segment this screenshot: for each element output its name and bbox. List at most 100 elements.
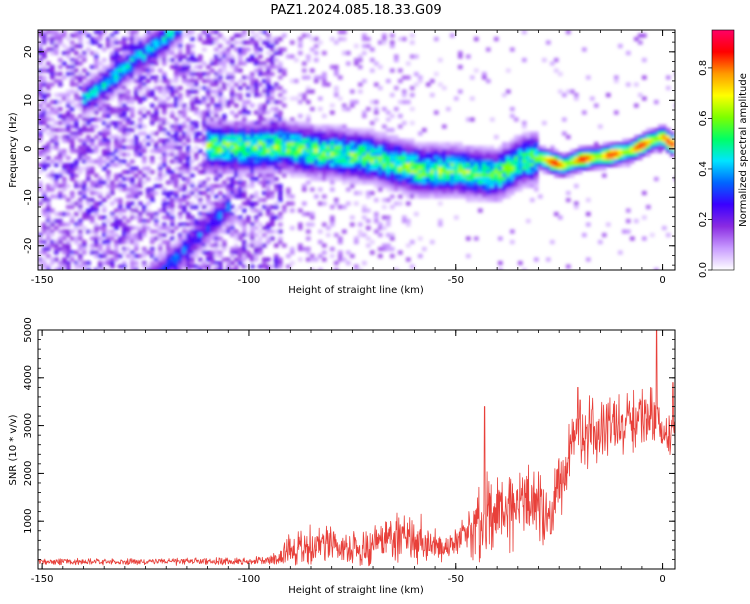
spectrogram-cell (374, 149, 379, 154)
spectrogram-cell (50, 187, 55, 192)
spectrogram-cell (190, 222, 195, 227)
spectrogram-cell (118, 82, 123, 87)
spectrogram-cell (98, 156, 103, 161)
spectrogram-cell (154, 110, 159, 115)
spectrogram-cell (118, 54, 123, 59)
spectrogram-cell (142, 37, 147, 42)
spectrogram-cell (246, 219, 251, 224)
spectrogram-cell (126, 191, 131, 196)
spectrogram-cell (218, 86, 223, 91)
spectrogram-cell (114, 163, 119, 168)
spectrogram-cell (330, 128, 335, 133)
spectrogram-cell (538, 159, 543, 164)
spectrogram-cell (190, 89, 195, 94)
spectrogram-cell (262, 233, 267, 238)
spectrogram-cell (230, 212, 235, 217)
spectrogram-cell (318, 163, 323, 168)
spectrogram-cell (390, 114, 395, 119)
spectrogram-cell (254, 159, 259, 164)
spectrogram-cell (662, 145, 667, 150)
spectrogram-cell (398, 149, 403, 154)
spectrogram-cell (346, 187, 351, 192)
spectrogram-cell (126, 58, 131, 63)
spectrogram-cell (238, 110, 243, 115)
spectrogram-cell (166, 82, 171, 87)
spectrogram-cell (434, 173, 439, 178)
spectrogram-cell (118, 145, 123, 150)
spectrogram-cell (578, 152, 583, 157)
spectrogram-cell (250, 135, 255, 140)
spectrogram-cell (186, 180, 191, 185)
spectrogram-cell (270, 135, 275, 140)
spectrogram-cell (246, 254, 251, 259)
spectrogram-cell (638, 145, 643, 150)
spectrogram-cell (202, 240, 207, 245)
spectrogram-cell (150, 121, 155, 126)
spectrogram-cell (114, 149, 119, 154)
spectrogram-cell (406, 100, 411, 105)
spectrogram-cell (634, 149, 639, 154)
spectrogram-cell (462, 159, 467, 164)
spectrogram-cell (158, 47, 163, 52)
spectrogram-cell (182, 54, 187, 59)
spectrogram-cell (218, 212, 223, 217)
spectrogram-cell (170, 201, 175, 206)
spectrogram-cell (234, 257, 239, 262)
spectrogram-cell (330, 163, 335, 168)
spectrogram-cell (362, 177, 367, 182)
spectrogram-cell (614, 152, 619, 157)
spectrogram-cell (374, 138, 379, 143)
spectrogram-cell (530, 159, 535, 164)
spectrogram-cell (282, 170, 287, 175)
spectrogram-cell (118, 75, 123, 80)
spectrogram-cell (238, 166, 243, 171)
spectrogram-cell (470, 156, 475, 161)
spectrogram-cell (286, 194, 291, 199)
spectrogram-cell (294, 128, 299, 133)
spectrogram-cell (174, 100, 179, 105)
spectrogram-cell (226, 257, 231, 262)
spectrogram-cell (466, 159, 471, 164)
spectrogram-cell (362, 173, 367, 178)
spectrogram-cell (226, 51, 231, 56)
spectrogram-cell (402, 159, 407, 164)
spectrogram-cell (198, 257, 203, 262)
spectrogram-cell (210, 170, 215, 175)
spectrogram-cell (282, 145, 287, 150)
spectrogram-cell (566, 264, 571, 269)
spectrogram-cell (570, 166, 575, 171)
spectrogram-cell (194, 240, 199, 245)
spectrogram-cell (190, 243, 195, 248)
spectrogram-cell (154, 61, 159, 66)
spectrogram-cell (190, 44, 195, 49)
spectrogram-cell (266, 40, 271, 45)
spectrogram-cell (286, 121, 291, 126)
spectrogram-cell (286, 124, 291, 129)
spectrogram-cell (406, 166, 411, 171)
spectrogram-cell (174, 142, 179, 147)
spectrogram-cell (614, 163, 619, 168)
spectrogram-cell (254, 128, 259, 133)
spectrogram-cell (502, 145, 507, 150)
spectrogram-cell (170, 142, 175, 147)
spectrogram-cell (506, 166, 511, 171)
spectrogram-cell (218, 100, 223, 105)
spectrogram-cell (438, 184, 443, 189)
spectrogram-cell (370, 149, 375, 154)
spectrogram-cell (230, 219, 235, 224)
spectrogram-cell (546, 163, 551, 168)
spectrogram-cell (302, 156, 307, 161)
spectrogram-cell (258, 145, 263, 150)
spectrogram-cell (622, 149, 627, 154)
spectrogram-cell (374, 131, 379, 136)
spectrogram-cell (598, 159, 603, 164)
spectrogram-cell (338, 173, 343, 178)
spectrogram-cell (442, 149, 447, 154)
spectrogram-cell (150, 187, 155, 192)
spectrogram-cell (146, 226, 151, 231)
spectrogram-cell (70, 33, 75, 38)
spectrogram-cell (318, 170, 323, 175)
spectrogram-cell (414, 180, 419, 185)
spectrogram-cell (150, 250, 155, 255)
spectrogram-cell (146, 187, 151, 192)
